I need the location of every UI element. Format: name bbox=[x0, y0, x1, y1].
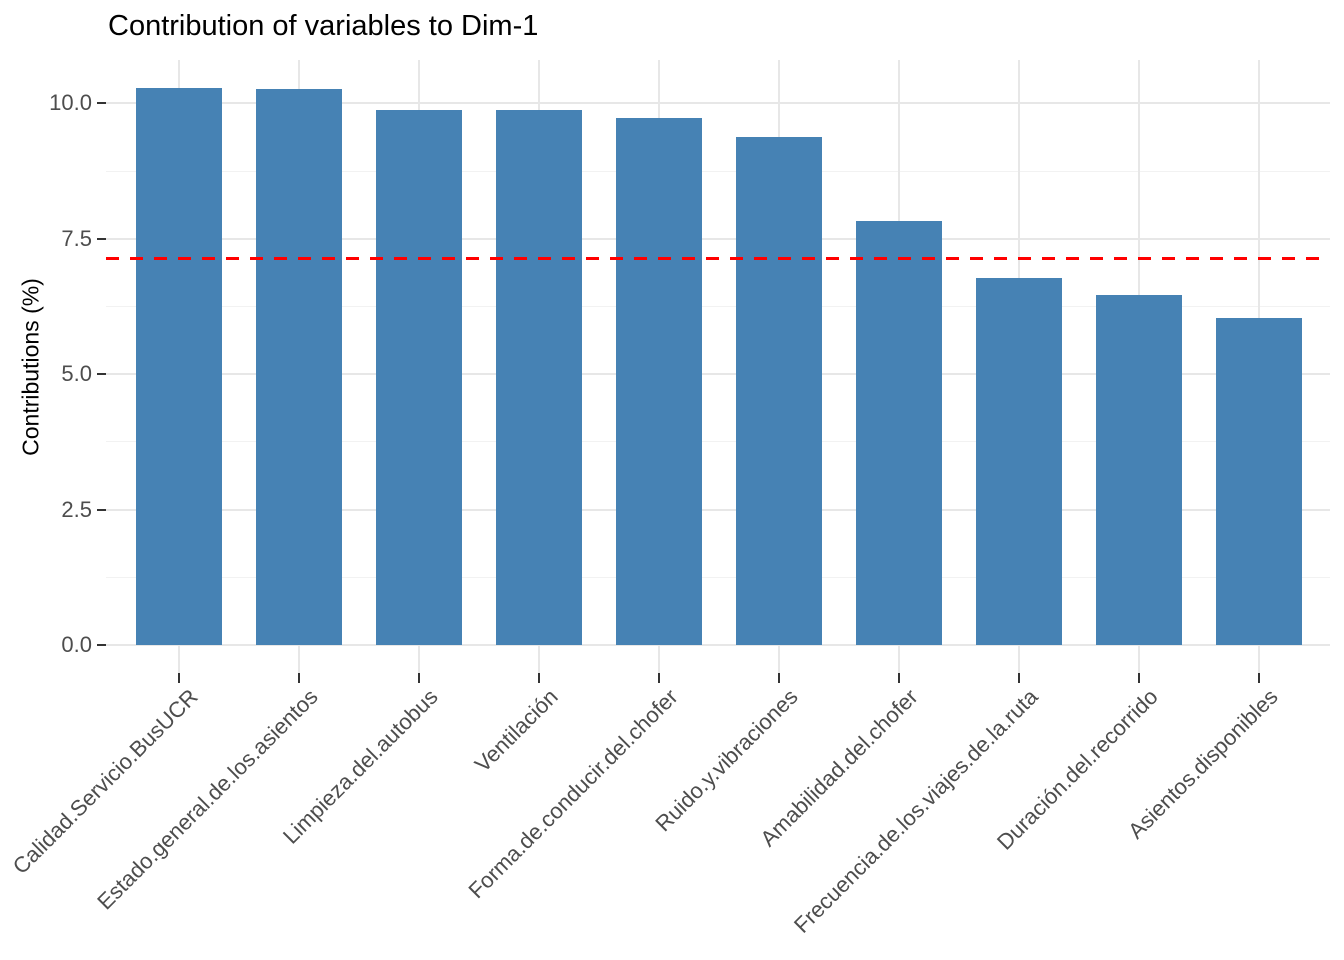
bar bbox=[135, 88, 222, 645]
major-gridline bbox=[106, 508, 1330, 511]
x-axis-tick bbox=[1017, 673, 1020, 683]
x-axis-tick bbox=[297, 673, 300, 683]
x-axis-tick bbox=[537, 673, 540, 683]
y-tick-label: 5.0 bbox=[61, 361, 92, 387]
bar bbox=[375, 109, 462, 645]
bar bbox=[975, 277, 1062, 645]
y-tick-label: 2.5 bbox=[61, 496, 92, 522]
bar bbox=[735, 137, 822, 645]
bar bbox=[615, 118, 702, 645]
x-axis-tick bbox=[897, 673, 900, 683]
major-gridline bbox=[106, 644, 1330, 646]
y-tick-label: 10.0 bbox=[49, 90, 92, 116]
major-gridline bbox=[106, 102, 1330, 105]
bar bbox=[255, 89, 342, 645]
y-tick-label: 0.0 bbox=[61, 632, 92, 657]
x-axis-tick bbox=[1137, 673, 1140, 683]
x-axis-tick bbox=[1257, 673, 1260, 683]
chart-title: Contribution of variables to Dim-1 bbox=[108, 10, 539, 42]
y-axis-tick bbox=[97, 508, 106, 511]
bar bbox=[855, 220, 942, 645]
reference-line bbox=[106, 256, 1330, 260]
minor-gridline bbox=[106, 170, 1330, 172]
x-axis-tick bbox=[657, 673, 660, 683]
y-axis-tick bbox=[97, 644, 106, 646]
x-axis-tick bbox=[777, 673, 780, 683]
bar bbox=[495, 110, 582, 645]
x-axis-tick bbox=[177, 673, 180, 683]
minor-gridline bbox=[106, 441, 1330, 443]
bar bbox=[1215, 317, 1302, 645]
major-gridline bbox=[106, 237, 1330, 240]
y-tick-label: 7.5 bbox=[61, 225, 92, 251]
y-axis-tick bbox=[97, 237, 106, 240]
minor-gridline bbox=[106, 576, 1330, 578]
y-axis-tick bbox=[97, 373, 106, 376]
major-gridline bbox=[106, 373, 1330, 376]
x-axis-tick bbox=[417, 673, 420, 683]
minor-gridline bbox=[106, 305, 1330, 307]
y-axis-tick bbox=[97, 102, 106, 105]
bar bbox=[1095, 294, 1182, 645]
